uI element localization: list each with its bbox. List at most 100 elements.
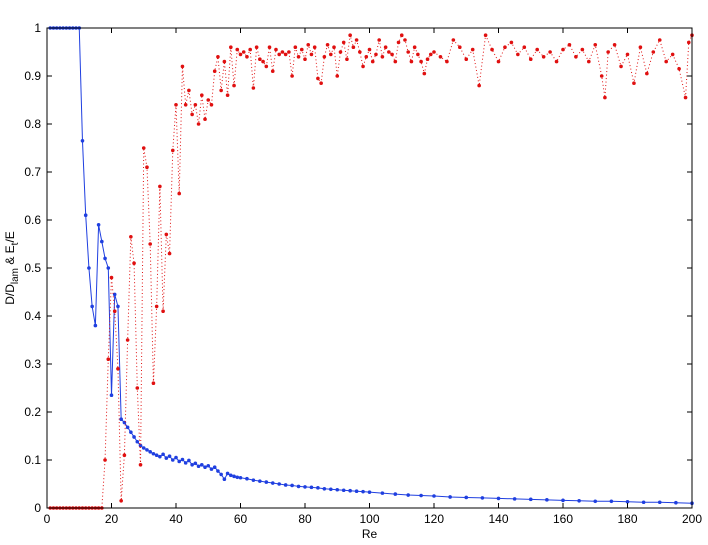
data-point (380, 491, 385, 495)
data-point (106, 266, 111, 270)
data-point (190, 112, 194, 117)
data-point (141, 446, 146, 450)
data-point (370, 59, 375, 64)
data-point (319, 81, 323, 85)
data-point (464, 495, 469, 500)
data-point (241, 50, 246, 54)
data-point (232, 474, 236, 479)
data-point (367, 490, 372, 494)
y-axis-label-part-c: /E (3, 231, 17, 242)
series-layer (48, 26, 694, 510)
data-point (93, 323, 98, 328)
data-point (316, 76, 320, 81)
data-point (503, 45, 507, 49)
data-point (645, 71, 649, 76)
data-point (103, 458, 107, 462)
data-point (451, 38, 456, 42)
data-point (416, 52, 420, 57)
data-point (264, 64, 269, 69)
data-point (670, 52, 675, 57)
data-point (619, 64, 623, 69)
data-point (419, 493, 423, 498)
data-point (238, 52, 243, 57)
data-point (203, 465, 207, 470)
data-point (296, 55, 301, 59)
data-point (603, 95, 607, 100)
data-point (335, 74, 340, 78)
data-point (180, 64, 185, 69)
data-point (354, 489, 359, 494)
data-point (545, 498, 549, 502)
data-point (225, 471, 230, 476)
data-point (112, 309, 117, 314)
data-point (296, 484, 301, 489)
series-line (50, 33, 693, 509)
data-point (187, 88, 191, 93)
data-point (158, 454, 162, 459)
data-point (290, 74, 294, 78)
data-point (683, 95, 688, 100)
data-point (432, 494, 436, 498)
data-point (161, 309, 165, 314)
data-point (283, 483, 288, 487)
y-tick-label: 0.5 (24, 261, 41, 275)
data-point (129, 235, 133, 239)
data-point (354, 38, 359, 42)
data-point (577, 499, 581, 503)
data-point (512, 497, 517, 501)
data-point (116, 367, 120, 371)
data-point (177, 191, 182, 196)
data-point (377, 38, 381, 42)
data-point (664, 59, 668, 64)
data-point (445, 59, 449, 64)
data-point (322, 487, 327, 491)
y-tick-label: 0.7 (24, 165, 41, 179)
data-point (138, 463, 143, 467)
data-point (303, 485, 307, 489)
data-point (109, 393, 114, 398)
data-point (387, 50, 391, 54)
data-point (196, 464, 201, 469)
series-2 (48, 33, 694, 510)
y-tick-label: 0.9 (24, 69, 41, 83)
data-point (264, 480, 269, 484)
data-point (528, 57, 533, 61)
data-point (480, 496, 485, 500)
data-point (399, 33, 404, 37)
data-point (196, 122, 201, 126)
data-point (254, 45, 259, 49)
data-point (154, 453, 159, 458)
tick-layer: 0 20 40 60 80 100 120 140 160 180 200 0 0.1 0.2 0.3 0.4… (24, 21, 702, 526)
data-point (216, 469, 220, 473)
y-axis-label: D/Dlam & Et/E (3, 231, 21, 305)
x-tick-label: 0 (44, 512, 51, 526)
data-point (632, 81, 636, 85)
data-point (329, 52, 333, 57)
data-point (270, 481, 275, 485)
data-point (316, 486, 320, 490)
data-point (138, 443, 143, 448)
data-point (290, 483, 294, 488)
data-point (593, 43, 598, 47)
data-point (364, 55, 369, 59)
data-point (148, 450, 152, 454)
data-point (593, 499, 598, 504)
data-point (412, 45, 417, 49)
data-point (625, 499, 630, 504)
data-point (541, 55, 546, 59)
data-point (522, 45, 527, 49)
data-point (277, 52, 282, 57)
data-point (306, 43, 311, 47)
y-axis-label-sub-b: t (10, 242, 21, 245)
data-point (119, 499, 123, 503)
data-point (312, 45, 317, 49)
data-point (280, 50, 285, 54)
data-point (219, 472, 223, 477)
y-tick-label: 0.8 (24, 117, 41, 131)
data-point (403, 38, 407, 42)
y-axis-label-part-b: & E (3, 245, 17, 268)
x-tick-label: 120 (424, 512, 444, 526)
data-point (80, 139, 85, 143)
data-point (258, 479, 262, 483)
data-point (348, 33, 352, 37)
